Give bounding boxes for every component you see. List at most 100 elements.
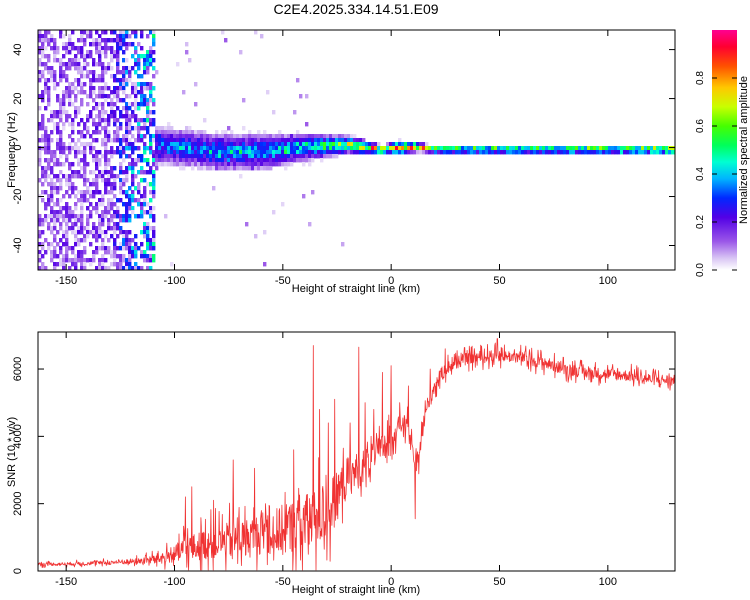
spectrogram-cell bbox=[95, 186, 99, 191]
spectrogram-cell bbox=[344, 150, 348, 155]
spectrogram-cell bbox=[356, 138, 360, 143]
spectrogram-cell bbox=[230, 146, 234, 151]
spectrogram-cell bbox=[641, 146, 645, 151]
spectrogram-cell bbox=[152, 174, 156, 179]
spectrogram-cell bbox=[122, 266, 126, 270]
spectrogram-cell bbox=[623, 150, 627, 155]
spectrogram-cell bbox=[113, 150, 117, 155]
spectrogram-cell bbox=[98, 150, 102, 155]
spectrogram-cell bbox=[191, 138, 195, 143]
spectrogram-cell bbox=[173, 150, 177, 155]
spectrogram-cell bbox=[242, 146, 246, 151]
spectrogram-cell bbox=[278, 158, 282, 163]
spectrogram-cell bbox=[149, 134, 153, 139]
spectrogram-cell bbox=[143, 230, 147, 235]
spectrogram-cell bbox=[137, 198, 141, 203]
spectrogram-cell bbox=[80, 238, 84, 243]
spectrogram-cell bbox=[608, 146, 612, 151]
spectrogram-cell bbox=[74, 150, 78, 155]
spectrogram-cell bbox=[95, 166, 99, 171]
spectrogram-cell bbox=[119, 34, 123, 39]
spectrogram-cell bbox=[38, 250, 42, 255]
spectrogram-cell bbox=[104, 126, 108, 131]
spectrogram-cell bbox=[98, 38, 102, 43]
spectrogram-cell bbox=[230, 134, 234, 139]
spectrogram-cell bbox=[167, 134, 171, 139]
spectrogram-cell bbox=[101, 194, 105, 199]
spectrogram-cell bbox=[89, 86, 93, 91]
spectrogram-cell bbox=[44, 66, 48, 71]
spectrogram-cell bbox=[116, 266, 120, 270]
spectrogram-cell bbox=[176, 142, 180, 147]
spectrogram-cell bbox=[140, 90, 144, 95]
spectrogram-cell bbox=[59, 130, 63, 135]
spectrogram-cell bbox=[224, 38, 228, 43]
spectrogram-cell bbox=[353, 142, 357, 147]
spectrogram-cell bbox=[257, 134, 261, 139]
spectrogram-cell bbox=[65, 238, 69, 243]
spectrogram-cell bbox=[662, 146, 666, 151]
spectrogram-cell bbox=[122, 182, 126, 187]
spectrogram-cell bbox=[92, 154, 96, 159]
spectrogram-cell bbox=[113, 238, 117, 243]
spectrogram-cell bbox=[203, 142, 207, 147]
spectrogram-cell bbox=[56, 142, 60, 147]
spectrogram-cell bbox=[125, 202, 129, 207]
spectrogram-cell bbox=[74, 54, 78, 59]
spectrogram-cell bbox=[62, 262, 66, 267]
spectrogram-cell bbox=[251, 134, 255, 139]
spectrogram-cell bbox=[122, 42, 126, 47]
spectrogram-cell bbox=[257, 130, 261, 135]
spectrogram-cell bbox=[302, 142, 306, 147]
spectrogram-cell bbox=[281, 146, 285, 151]
spectrogram-cell bbox=[44, 250, 48, 255]
spectrogram-cell bbox=[290, 134, 294, 139]
spectrogram-cell bbox=[116, 86, 120, 91]
spectrogram-cell bbox=[83, 170, 87, 175]
spectrogram-cell bbox=[80, 218, 84, 223]
spectrogram-cell bbox=[140, 34, 144, 39]
spectrogram-cell bbox=[125, 206, 129, 211]
spectrogram-cell bbox=[194, 146, 198, 151]
spectrogram-cell bbox=[104, 190, 108, 195]
spectrogram-cell bbox=[143, 254, 147, 259]
spectrogram-cells bbox=[38, 30, 675, 270]
spectrogram-cell bbox=[137, 266, 141, 270]
spectrogram-frame bbox=[37, 29, 676, 271]
spectrogram-cell bbox=[260, 162, 264, 167]
spectrogram-cell bbox=[137, 106, 141, 111]
spectrogram-cell bbox=[89, 182, 93, 187]
spectrogram-cell bbox=[59, 142, 63, 147]
spectrogram-cell bbox=[371, 150, 375, 155]
spectrogram-cell bbox=[611, 146, 615, 151]
spectrogram-cell bbox=[308, 154, 312, 159]
spectrogram-cell bbox=[125, 42, 129, 47]
spectrogram-cell bbox=[149, 142, 153, 147]
spectrogram-cell bbox=[101, 110, 105, 115]
spectrogram-cell bbox=[203, 150, 207, 155]
spectrogram-cell bbox=[92, 234, 96, 239]
spectrogram-cell bbox=[287, 134, 291, 139]
spectrogram-cell bbox=[149, 94, 153, 99]
spectrogram-cell bbox=[179, 146, 183, 151]
spectrogram-cell bbox=[38, 218, 42, 223]
spectrogram-cell bbox=[71, 122, 75, 127]
spectrogram-cell bbox=[134, 214, 138, 219]
spectrogram-cell bbox=[71, 90, 75, 95]
spectrogram-cell bbox=[260, 142, 264, 147]
spectrogram-cell bbox=[158, 150, 162, 155]
spectrogram-cell bbox=[44, 218, 48, 223]
spectrogram-cell bbox=[404, 142, 408, 147]
spectrogram-cell bbox=[62, 266, 66, 270]
spectrogram-cell bbox=[167, 154, 171, 159]
spectrogram-cell bbox=[176, 158, 180, 163]
spectrogram-cell bbox=[71, 126, 75, 131]
spectrogram-cell bbox=[191, 130, 195, 135]
spectrogram-cell bbox=[50, 138, 54, 143]
spectrogram-cell bbox=[77, 78, 81, 83]
spectrogram-cell bbox=[65, 182, 69, 187]
spectrogram-cell bbox=[566, 146, 570, 151]
spectrogram-cell bbox=[146, 242, 150, 247]
spectrogram-cell bbox=[173, 138, 177, 143]
